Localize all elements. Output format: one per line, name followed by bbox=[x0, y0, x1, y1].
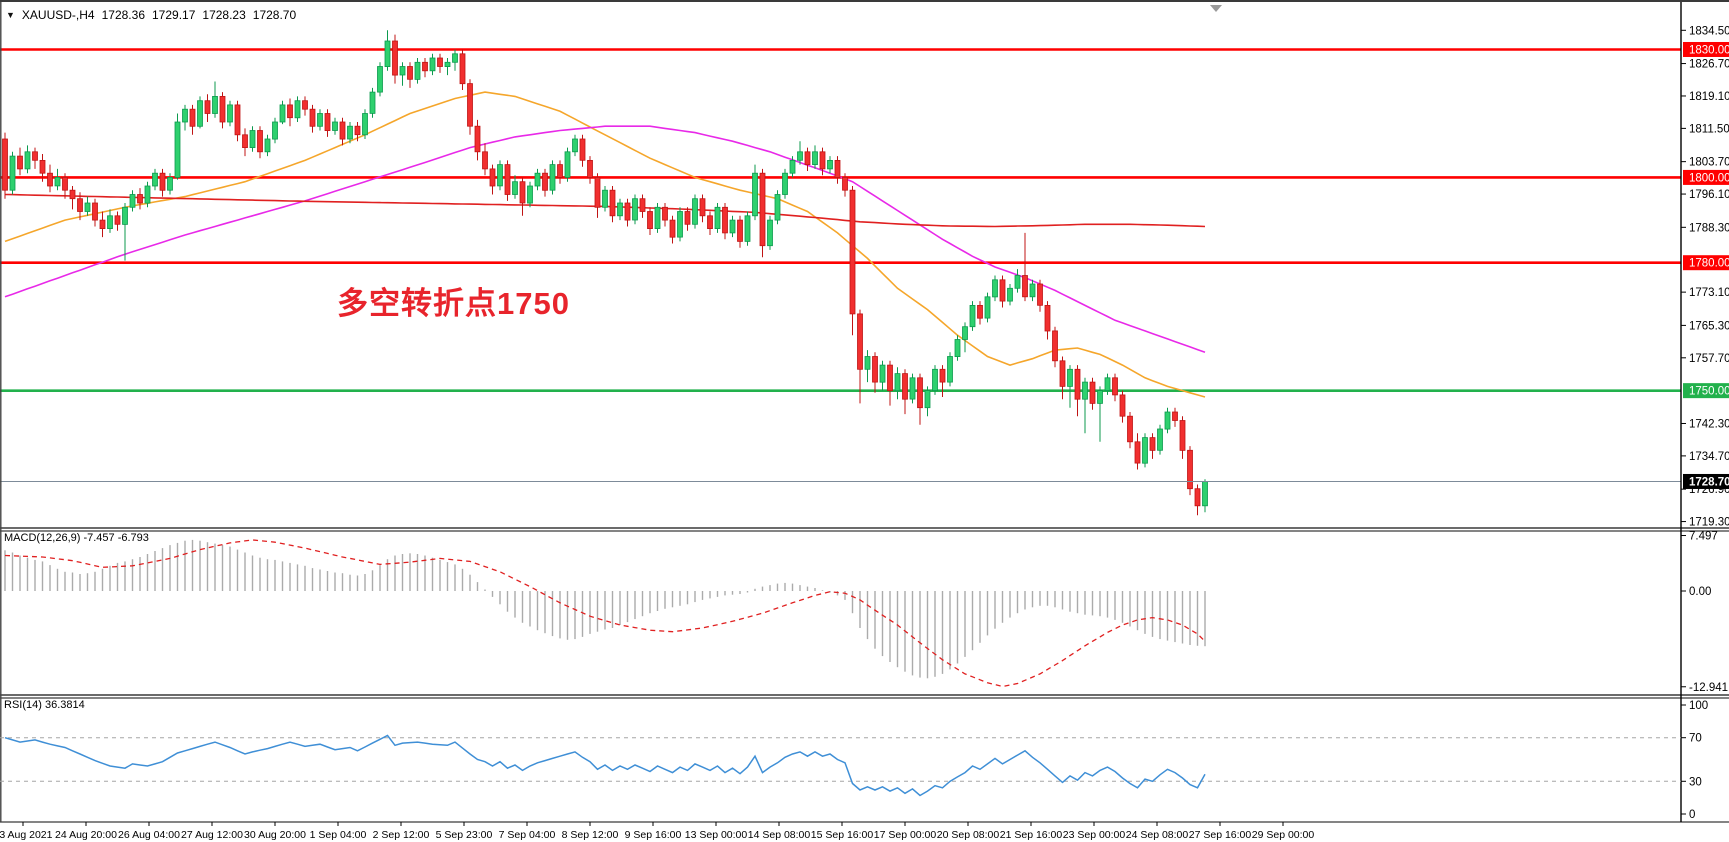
rsi-scale-label: 30 bbox=[1689, 776, 1702, 788]
fast-ma-line bbox=[4, 91, 1206, 398]
ohlc-low: 1728.23 bbox=[202, 8, 246, 22]
time-tick-label: 13 Sep 00:00 bbox=[685, 829, 748, 841]
rsi-line bbox=[4, 734, 1206, 797]
time-tick-label: 14 Sep 08:00 bbox=[748, 829, 811, 841]
time-tick-label: 24 Sep 08:00 bbox=[1126, 829, 1189, 841]
candles-group[interactable] bbox=[2, 30, 1208, 516]
price-tick-label: 1742.30 bbox=[1689, 418, 1729, 430]
macd-scale-label: 7.497 bbox=[1689, 531, 1718, 543]
time-tick-label: 7 Sep 04:00 bbox=[499, 829, 556, 841]
level-price-box bbox=[1683, 169, 1729, 185]
chart-shift-marker-icon[interactable] bbox=[1210, 5, 1222, 12]
time-tick-label: 21 Sep 16:00 bbox=[1000, 829, 1063, 841]
rsi-indicator-label: RSI(14) 36.3814 bbox=[4, 699, 85, 711]
macd-panel[interactable] bbox=[4, 539, 1206, 679]
time-tick-label: 15 Sep 16:00 bbox=[811, 829, 874, 841]
price-tick-label: 1734.70 bbox=[1689, 451, 1729, 463]
price-tick-label: 1826.70 bbox=[1689, 59, 1729, 71]
time-tick-label: 1 Sep 04:00 bbox=[310, 829, 367, 841]
price-tick-label: 1811.50 bbox=[1689, 123, 1729, 135]
price-tick-label: 1803.70 bbox=[1689, 157, 1729, 169]
macd-signal-line bbox=[4, 539, 1206, 688]
time-tick-label: 23 Sep 00:00 bbox=[1063, 829, 1126, 841]
price-tick-label: 1757.70 bbox=[1689, 353, 1729, 365]
time-tick-label: 8 Sep 12:00 bbox=[562, 829, 619, 841]
time-tick-label: 20 Sep 08:00 bbox=[937, 829, 1000, 841]
macd-scale-label: 0.00 bbox=[1689, 586, 1711, 598]
time-tick-label: 9 Sep 16:00 bbox=[625, 829, 682, 841]
time-tick-label: 17 Sep 00:00 bbox=[874, 829, 937, 841]
price-tick-label: 1834.50 bbox=[1689, 25, 1729, 37]
symbol-dropdown-icon[interactable]: ▼ bbox=[6, 10, 15, 20]
time-tick-label: 2 Sep 12:00 bbox=[373, 829, 430, 841]
time-tick-label: 26 Aug 04:00 bbox=[118, 829, 180, 841]
time-tick-label: 27 Aug 12:00 bbox=[181, 829, 243, 841]
level-price-box-label: 1780.00 bbox=[1689, 258, 1729, 270]
macd-indicator-label: MACD(12,26,9) -7.457 -6.793 bbox=[4, 532, 149, 544]
annotation-text: 多空转折点1750 bbox=[337, 286, 570, 321]
symbol-period: XAUUSD-,H4 bbox=[21, 8, 95, 22]
ohlc-open: 1728.36 bbox=[101, 8, 145, 22]
ohlc-close: 1728.70 bbox=[252, 8, 297, 22]
level-price-box-label: 1800.00 bbox=[1689, 172, 1729, 184]
price-tick-label: 1773.10 bbox=[1689, 287, 1729, 299]
price-tick-label: 1796.10 bbox=[1689, 189, 1729, 201]
price-tick-label: 1819.10 bbox=[1689, 91, 1729, 103]
time-tick-label: 24 Aug 20:00 bbox=[55, 829, 117, 841]
mid-ma-line bbox=[4, 125, 1206, 354]
rsi-scale-label: 0 bbox=[1689, 809, 1695, 821]
time-tick-label: 5 Sep 23:00 bbox=[436, 829, 493, 841]
time-tick-label: 30 Aug 20:00 bbox=[244, 829, 306, 841]
ohlc-high: 1729.17 bbox=[152, 8, 196, 22]
price-tick-label: 1765.30 bbox=[1689, 320, 1729, 332]
level-price-box bbox=[1683, 383, 1729, 399]
price-tick-label: 1788.30 bbox=[1689, 222, 1729, 234]
current-price-box-label: 1728.70 bbox=[1689, 476, 1729, 488]
macd-scale-label: -12.941 bbox=[1689, 682, 1728, 694]
level-price-box bbox=[1683, 41, 1729, 57]
rsi-scale-label: 100 bbox=[1689, 700, 1708, 712]
time-tick-label: 23 Aug 2021 bbox=[0, 829, 53, 841]
level-price-box-label: 1830.00 bbox=[1689, 44, 1729, 56]
level-price-box bbox=[1683, 255, 1729, 271]
time-tick-label: 29 Sep 00:00 bbox=[1252, 829, 1315, 841]
level-price-box-label: 1750.00 bbox=[1689, 386, 1729, 398]
chart-title: ▼ XAUUSD-,H4 1728.36 1729.17 1728.23 172… bbox=[6, 8, 296, 22]
time-tick-label: 27 Sep 16:00 bbox=[1189, 829, 1252, 841]
rsi-scale-label: 70 bbox=[1689, 733, 1702, 745]
current-price-box bbox=[1683, 473, 1729, 489]
price-tick-label: 1719.30 bbox=[1689, 517, 1729, 529]
